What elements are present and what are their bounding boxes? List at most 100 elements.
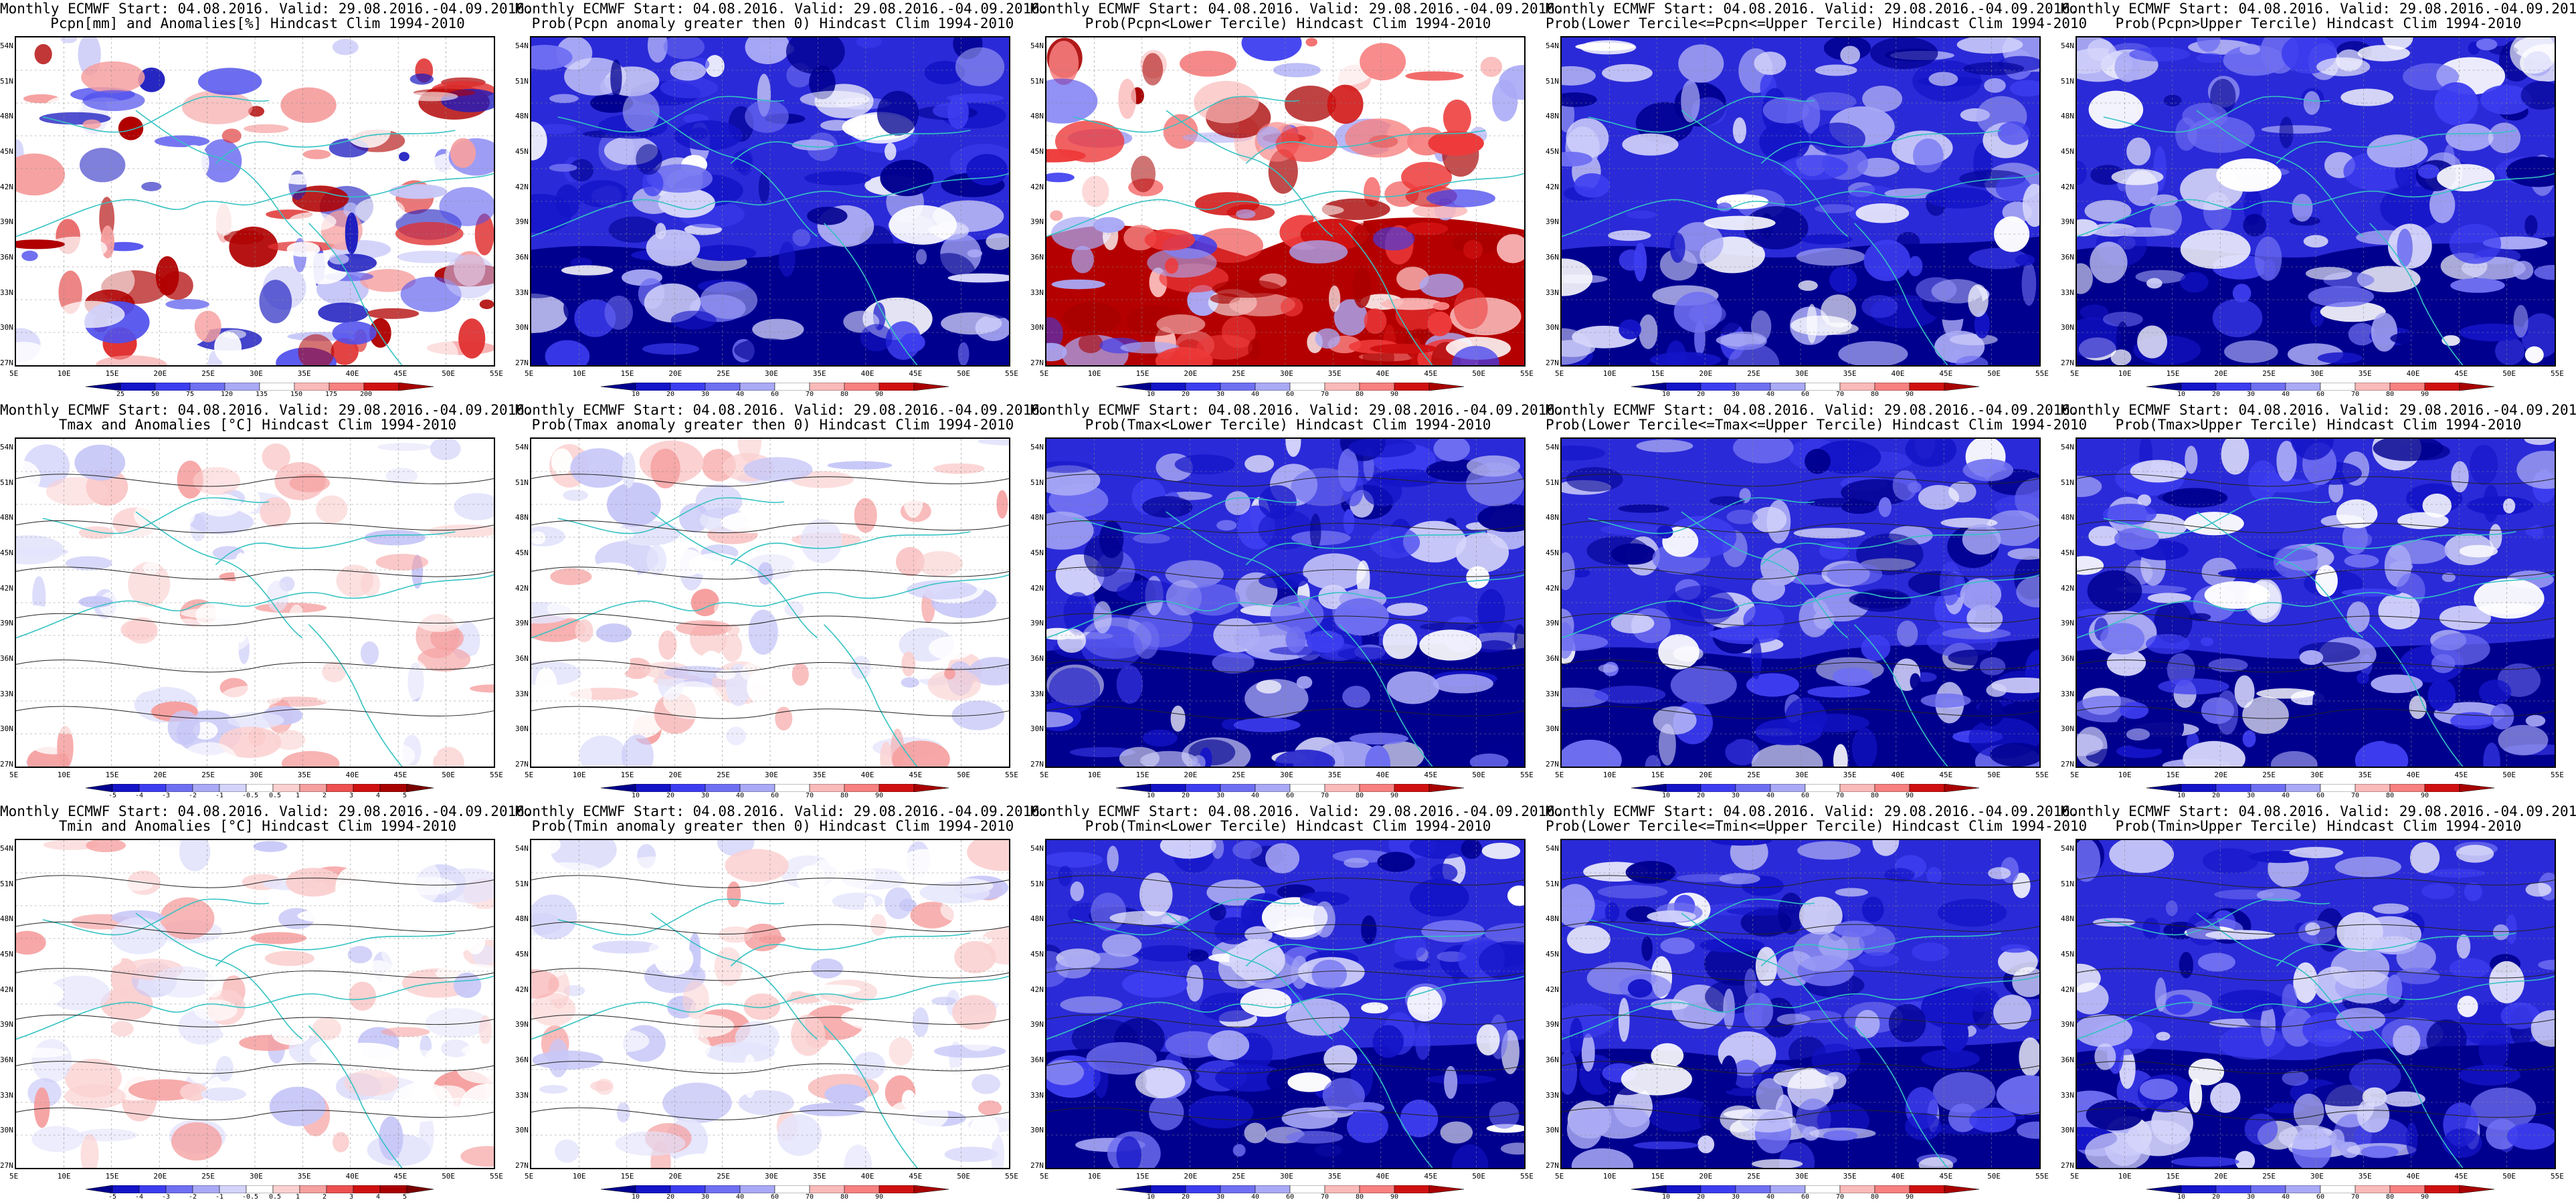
latitude-label: 39N — [515, 1020, 529, 1029]
field-patch — [549, 94, 579, 103]
latitude-label: 45N — [1546, 548, 1559, 557]
longitude-label: 5E — [525, 1172, 534, 1181]
field-patch — [343, 202, 359, 218]
field-patch — [1466, 462, 1524, 506]
field-patch — [2347, 601, 2370, 633]
field-patch — [1338, 448, 1359, 492]
field-patch — [1240, 988, 1292, 1017]
colorbar-swatch — [112, 1185, 140, 1193]
field-patch — [374, 58, 391, 93]
field-patch — [138, 68, 165, 92]
field-patch — [2450, 278, 2505, 293]
colorbar-legend: 10 20 30 40 60 70 80 90 — [1631, 784, 1979, 801]
latitude-label: 48N — [1030, 914, 1044, 924]
panel-title: Monthly ECMWF Start: 04.08.2016. Valid: … — [1030, 804, 1564, 833]
field-patch — [1799, 597, 1831, 637]
longitude-label: 40E — [1376, 771, 1390, 779]
latitude-label: 42N — [0, 583, 13, 593]
colorbar-swatch — [1220, 1185, 1256, 1193]
latitude-label: 54N — [2061, 41, 2074, 50]
panel-title-line2: Prob(Tmax<Lower Tercile) Hindcast Clim 1… — [1085, 417, 1491, 433]
longitude-label: 10E — [572, 771, 586, 779]
field-patch — [1401, 161, 1453, 193]
colorbar-tick-label: 2 — [323, 1193, 327, 1201]
field-patch — [1998, 948, 2038, 976]
field-patch — [1979, 657, 2006, 676]
field-patch — [1994, 216, 2030, 252]
longitude-label: 5E — [1555, 369, 1564, 378]
field-patch — [2439, 605, 2491, 631]
field-patch — [1660, 937, 1695, 955]
colorbar-tick-label: 70 — [1836, 792, 1845, 799]
field-patch — [274, 650, 329, 691]
longitude-label: 5E — [2070, 369, 2080, 378]
contour-line — [2077, 474, 2555, 487]
field-patch — [1265, 843, 1300, 874]
contour-line — [16, 706, 494, 719]
colorbar-tick-label: 20 — [2212, 1193, 2221, 1201]
field-patch — [1562, 258, 1593, 296]
colorbar-tick-label: 20 — [1697, 792, 1706, 799]
field-patch — [1746, 673, 1799, 697]
field-patch — [915, 249, 927, 265]
field-patch — [608, 216, 660, 243]
field-patch — [922, 253, 976, 298]
longitude-label: 30E — [765, 1172, 778, 1181]
colorbar-tick-label: 5 — [403, 792, 407, 799]
colorbar-swatch — [1700, 1185, 1736, 1193]
coastline — [135, 110, 303, 237]
field-patch — [265, 856, 299, 867]
colorbar-tick-label: 10 — [2177, 391, 2186, 398]
field-patch — [2449, 223, 2502, 264]
colorbar-tick-label: -0.5 — [242, 792, 259, 799]
field-patch — [62, 602, 78, 617]
colorbar-swatch — [705, 784, 741, 792]
contour-line — [531, 1061, 1009, 1074]
longitude-label: 10E — [1087, 369, 1101, 378]
map-field — [1046, 37, 1524, 365]
field-patch — [1046, 317, 1063, 350]
field-patch — [954, 940, 996, 974]
colorbar-tick-label: 80 — [2386, 391, 2395, 398]
panel-title: Monthly ECMWF Start: 04.08.2016. Valid: … — [1546, 804, 2087, 833]
longitude-label: 50E — [957, 369, 971, 378]
field-patch — [940, 898, 972, 922]
colorbar-tick-label: 70 — [806, 792, 814, 799]
colorbar-swatch — [1185, 784, 1221, 792]
colorbar-tick-label: 80 — [1356, 1193, 1364, 1201]
field-patch — [1077, 952, 1139, 969]
field-patch — [670, 61, 707, 81]
field-patch — [531, 1118, 576, 1137]
field-patch — [2305, 267, 2353, 280]
field-patch — [1597, 885, 1668, 899]
field-patch — [1192, 755, 1206, 767]
field-patch — [2009, 80, 2039, 97]
latitude-label: 51N — [2061, 478, 2074, 487]
field-patch — [1398, 712, 1455, 730]
field-patch — [1338, 647, 1398, 662]
colorbar-tick-label: 10 — [1147, 391, 1156, 398]
field-patch — [460, 903, 480, 940]
forecast-map — [1045, 36, 1526, 367]
colorbar-tick-label: 60 — [2316, 792, 2325, 799]
coastline — [1562, 173, 2039, 237]
colorbar-tick-label: 70 — [2351, 792, 2360, 799]
field-patch — [1046, 342, 1067, 362]
contour-line — [1562, 474, 2039, 487]
longitude-label: 20E — [153, 1172, 167, 1181]
field-patch — [1360, 43, 1406, 81]
field-patch — [1892, 470, 1918, 501]
field-patch — [2189, 1078, 2203, 1113]
latitude-label: 51N — [0, 879, 13, 888]
field-patch — [790, 1014, 826, 1056]
forecast-map — [15, 839, 495, 1169]
field-patch — [1232, 1144, 1246, 1157]
field-patch — [2201, 697, 2234, 724]
colorbar-tick-label: 50 — [151, 391, 160, 398]
colorbar-tick-label: 70 — [806, 1193, 814, 1201]
field-patch — [1428, 130, 1484, 156]
longitude-label: 10E — [1602, 1172, 1617, 1181]
field-patch — [824, 1084, 868, 1105]
field-patch — [2315, 565, 2338, 597]
